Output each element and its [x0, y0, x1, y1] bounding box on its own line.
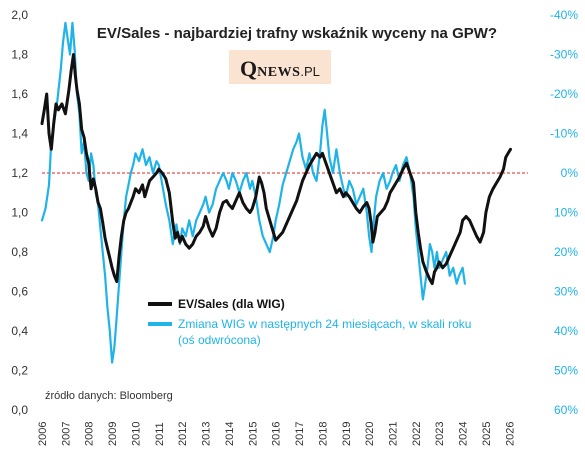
x-tick-label: 2007: [60, 422, 72, 446]
series-layer: [40, 21, 512, 364]
logo-text: QNEWS.PL: [240, 56, 320, 81]
x-tick-label: 2024: [458, 422, 470, 446]
left-tick-label: 2,0: [11, 8, 28, 22]
left-tick-label: 0,4: [11, 324, 28, 338]
right-tick-label: 30%: [554, 285, 578, 299]
x-tick-label: 2020: [364, 422, 376, 446]
x-tick-label: 2010: [130, 422, 142, 446]
right-tick-label: 0%: [561, 166, 579, 180]
x-tick-label: 2008: [84, 422, 96, 446]
chart-title: EV/Sales - najbardziej trafny wskaźnik w…: [97, 25, 497, 42]
x-tick-label: 2018: [317, 422, 329, 446]
x-tick-label: 2014: [224, 422, 236, 446]
x-tick-label: 2015: [247, 422, 259, 446]
x-tick-label: 2021: [387, 422, 399, 446]
x-tick-label: 2019: [341, 422, 353, 446]
left-tick-label: 1,4: [11, 127, 28, 141]
x-tick-label: 2026: [504, 422, 516, 446]
logo-news: NEWS: [257, 65, 300, 80]
x-axis-ticks: 2006 2007 2008 2009 2010 2011 2012 2013 2014 2015…: [37, 422, 516, 446]
right-tick-label: 40%: [554, 324, 578, 338]
x-tick-label: 2022: [411, 422, 423, 446]
right-tick-label: -40%: [550, 8, 578, 22]
legend-label-ev-sales: EV/Sales (dla WIG): [178, 297, 285, 311]
x-tick-label: 2013: [201, 422, 213, 446]
left-tick-label: 0,0: [11, 403, 28, 417]
left-tick-label: 0,2: [11, 364, 28, 378]
source-note: źródło danych: Bloomberg: [45, 390, 173, 402]
logo-q: Q: [240, 56, 257, 81]
series-line-ev-sales: [40, 53, 512, 286]
x-tick-label: 2006: [37, 422, 49, 446]
x-tick-label: 2025: [481, 422, 493, 446]
right-tick-label: 60%: [554, 403, 578, 417]
x-tick-label: 2009: [107, 422, 119, 446]
left-tick-label: 0,8: [11, 245, 28, 259]
legend-label-wig-line1: Zmiana WIG w następnych 24 miesiącach, w…: [178, 317, 471, 331]
x-tick-label: 2016: [271, 422, 283, 446]
right-tick-label: 20%: [554, 245, 578, 259]
x-tick-label: 2012: [177, 422, 189, 446]
legend-label-wig-change: Zmiana WIG w następnych 24 miesiącach, w…: [178, 317, 475, 347]
series-line-wig-change: [40, 21, 466, 364]
right-tick-label: 10%: [554, 206, 578, 220]
logo-background: [229, 50, 331, 84]
logo-pl: .PL: [300, 64, 320, 79]
right-tick-label: -10%: [550, 127, 578, 141]
x-tick-label: 2023: [434, 422, 446, 446]
x-tick-label: 2017: [294, 422, 306, 446]
logo: QNEWS.PL: [229, 50, 331, 84]
left-tick-label: 0,6: [11, 285, 28, 299]
right-axis-ticks: -40% -30% -20% -10% 0% 10% 20% 30% 40% 50% 60%: [550, 8, 578, 417]
left-tick-label: 1,8: [11, 48, 28, 62]
left-tick-label: 1,6: [11, 87, 28, 101]
left-axis-ticks: 0,0 0,2 0,4 0,6 0,8 1,0 1,2 1,4 1,6 1,8 2,0: [11, 8, 28, 417]
left-tick-label: 1,0: [11, 206, 28, 220]
left-tick-label: 1,2: [11, 166, 28, 180]
right-tick-label: -20%: [550, 87, 578, 101]
right-tick-label: -30%: [550, 48, 578, 62]
legend-label-wig-line2: (oś odwrócona): [178, 333, 261, 347]
x-tick-label: 2011: [154, 422, 166, 446]
right-tick-label: 50%: [554, 364, 578, 378]
legend: EV/Sales (dla WIG) Zmiana WIG w następny…: [148, 297, 475, 347]
